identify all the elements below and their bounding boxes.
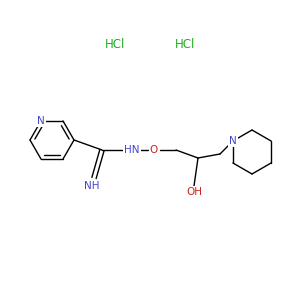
Text: N: N — [37, 116, 45, 126]
Text: N: N — [229, 136, 237, 146]
Text: HCl: HCl — [105, 38, 125, 52]
Text: HCl: HCl — [175, 38, 195, 52]
Text: NH: NH — [84, 181, 100, 191]
Text: HN: HN — [124, 145, 140, 155]
Text: O: O — [150, 145, 158, 155]
Text: OH: OH — [186, 187, 202, 197]
